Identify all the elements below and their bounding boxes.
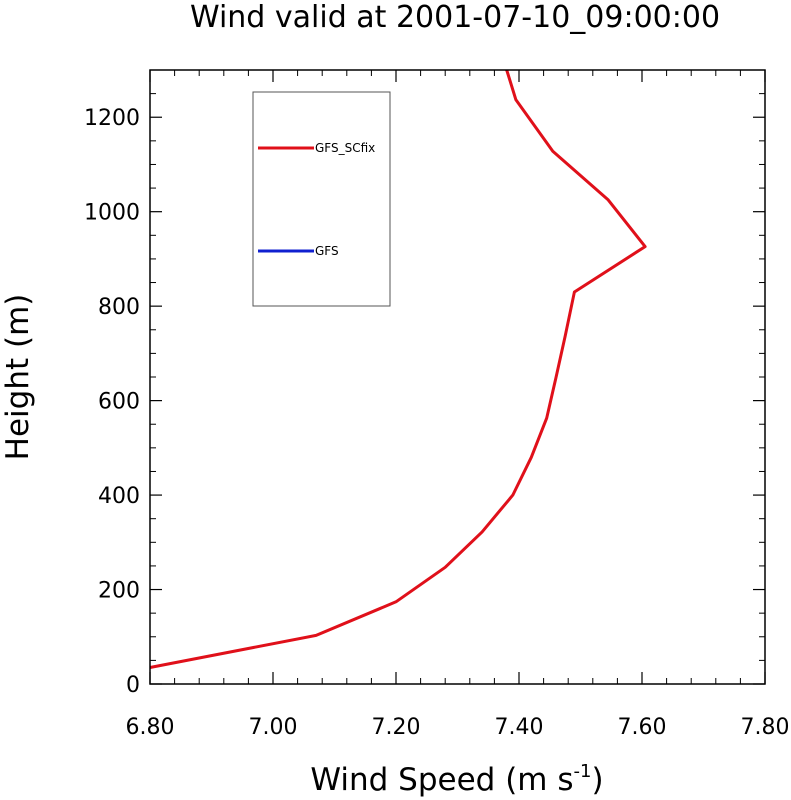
x-tick-label: 6.80 [126,715,175,740]
x-axis-label: Wind Speed (m s-1) [310,761,603,798]
legend: GFS_SCfix GFS [252,91,391,307]
axis-ticks [149,69,766,685]
legend-box [252,91,391,307]
y-tick-label: 400 [98,484,140,509]
y-tick-label: 1200 [84,106,140,131]
x-axis-label-superscript: -1 [574,761,592,782]
x-tick-label: 7.00 [249,715,298,740]
plot-frame [149,69,766,685]
series-line-gfs-scfix [149,69,647,669]
x-tick-label: 7.60 [618,715,667,740]
x-tick-label: 7.80 [741,715,790,740]
y-tick-label: 600 [98,390,140,415]
legend-label-gfs-scfix: GFS_SCfix [315,141,375,155]
y-tick-label: 1000 [84,201,140,226]
chart-title: Wind valid at 2001-07-10_09:00:00 [190,0,720,35]
axis-tick-labels: 6.80 7.00 7.20 7.40 7.60 7.80 0 200 400 600 800 100… [84,106,789,740]
y-axis-label: Height (m) [0,294,36,461]
x-tick-label: 7.40 [495,715,544,740]
legend-label-gfs: GFS [315,244,339,258]
y-tick-label: 200 [98,579,140,604]
x-axis-label-close: ) [591,762,603,798]
x-axis-label-text: Wind Speed (m s [310,762,573,798]
y-tick-label: 0 [126,673,140,698]
y-tick-label: 800 [98,295,140,320]
x-tick-label: 7.20 [372,715,421,740]
